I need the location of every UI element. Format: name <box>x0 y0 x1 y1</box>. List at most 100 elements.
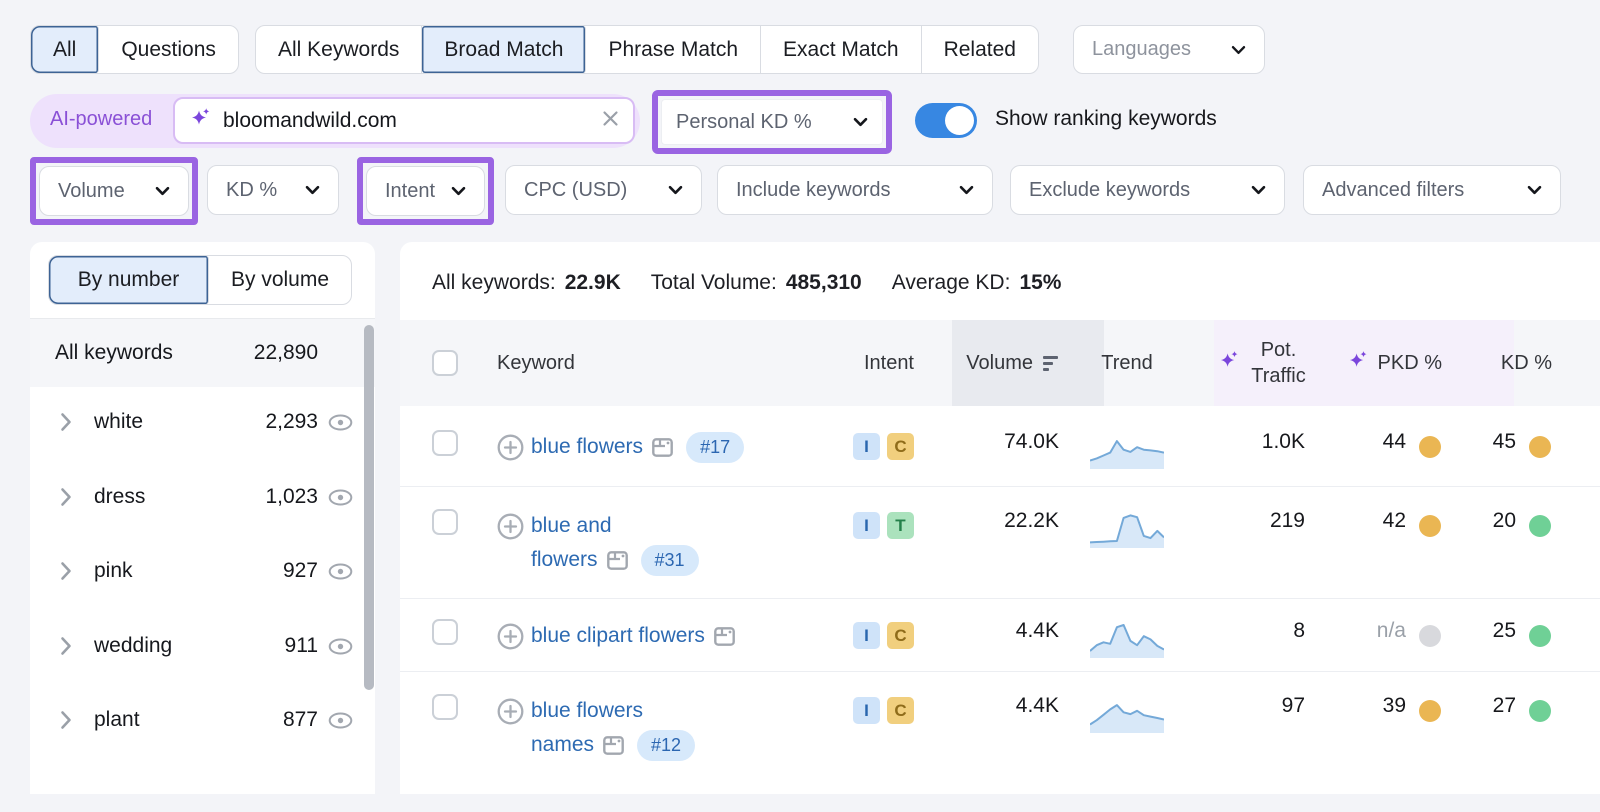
show-ranking-keywords-toggle[interactable] <box>915 103 977 138</box>
exclude-keywords-label: Exclude keywords <box>1029 178 1191 201</box>
group-label: pink <box>94 559 133 583</box>
exclude-keywords-dropdown[interactable]: Exclude keywords <box>1010 165 1285 215</box>
tab-broad-match[interactable]: Broad Match <box>422 26 587 73</box>
table-row: blue flowers #17 <box>400 406 1600 487</box>
kd-filter-dropdown[interactable]: KD % <box>207 165 339 215</box>
eye-icon[interactable] <box>328 563 353 580</box>
sort-descending-icon[interactable] <box>1043 355 1058 371</box>
row-checkbox[interactable] <box>432 694 458 720</box>
chevron-right-icon[interactable] <box>60 636 72 656</box>
pot-traffic-cell: 8 <box>1293 619 1305 642</box>
sidebar-group-item[interactable]: plant 877 <box>30 683 375 758</box>
match-type-tab-group: All Keywords Broad Match Phrase Match Ex… <box>255 25 1039 74</box>
stat-all-keywords: All keywords: 22.9K <box>432 270 621 294</box>
sidebar-group-item[interactable]: wedding 911 <box>30 609 375 684</box>
volume-cell: 4.4K <box>1015 619 1059 642</box>
eye-icon[interactable] <box>328 489 353 506</box>
keyword-link-line2[interactable]: names <box>531 733 595 756</box>
volume-column-band <box>952 320 1104 406</box>
trend-sparkline <box>1090 704 1164 733</box>
sidebar-all-keywords-row[interactable]: All keywords 22,890 <box>30 318 375 387</box>
intent-badge-C: C <box>887 433 914 460</box>
volume-filter-dropdown[interactable]: Volume <box>39 166 189 216</box>
chevron-down-icon <box>1231 45 1246 55</box>
eye-icon[interactable] <box>328 638 353 655</box>
chevron-down-icon <box>853 117 868 127</box>
keyword-groups-sidebar: By number By volume All keywords 22,890 … <box>30 242 375 794</box>
intent-badge-I: I <box>853 512 880 539</box>
serp-features-icon[interactable] <box>714 626 735 646</box>
header-keyword: Keyword <box>497 351 575 374</box>
languages-dropdown[interactable]: Languages <box>1073 25 1265 74</box>
cpc-filter-dropdown[interactable]: CPC (USD) <box>505 165 702 215</box>
clear-search-icon[interactable] <box>602 110 619 132</box>
chevron-right-icon[interactable] <box>60 487 72 507</box>
plus-circle-icon[interactable] <box>497 513 524 540</box>
summary-stats-bar: All keywords: 22.9K Total Volume: 485,310 … <box>432 255 1061 310</box>
tab-questions[interactable]: Questions <box>121 37 216 61</box>
toggle-knob <box>945 106 974 135</box>
sidebar-group-item[interactable]: white 2,293 <box>30 385 375 460</box>
plus-circle-icon[interactable] <box>497 698 524 725</box>
intent-filter-label: Intent <box>385 179 436 202</box>
tab-related[interactable]: Related <box>943 37 1016 61</box>
pkd-dot <box>1419 436 1441 458</box>
tab-exact-match[interactable]: Exact Match <box>761 26 922 73</box>
search-input[interactable]: bloomandwild.com <box>173 97 635 144</box>
sidebar-scrollbar[interactable] <box>364 325 374 690</box>
result-type-tab-group: All Questions <box>30 25 239 74</box>
tab-phrase-match[interactable]: Phrase Match <box>586 26 762 73</box>
show-ranking-keywords-label: Show ranking keywords <box>995 107 1217 130</box>
trend-cell <box>1072 487 1182 598</box>
keyword-link-line2[interactable]: flowers <box>531 548 598 571</box>
tab-all-keywords[interactable]: All Keywords <box>256 26 423 73</box>
sparkle-icon <box>1218 349 1241 378</box>
serp-features-icon[interactable] <box>652 437 673 457</box>
header-volume[interactable]: Volume <box>920 320 1072 406</box>
chevron-down-icon <box>1527 185 1542 195</box>
tab-all[interactable]: All <box>31 26 100 73</box>
chevron-right-icon[interactable] <box>60 561 72 581</box>
intent-badge-I: I <box>853 622 880 649</box>
keyword-link[interactable]: blue flowers <box>531 435 644 458</box>
include-keywords-dropdown[interactable]: Include keywords <box>717 165 993 215</box>
advanced-filters-dropdown[interactable]: Advanced filters <box>1303 165 1561 215</box>
chevron-down-icon <box>959 185 974 195</box>
kd-cell: 45 <box>1482 406 1600 486</box>
sidebar-group-item[interactable]: dress 1,023 <box>30 460 375 535</box>
serp-features-icon[interactable] <box>603 735 624 755</box>
all-keywords-label: All keywords <box>55 341 173 364</box>
chevron-right-icon[interactable] <box>60 412 72 432</box>
pot-traffic-cell: 219 <box>1269 509 1305 532</box>
select-all-checkbox[interactable] <box>432 350 458 376</box>
row-checkbox[interactable] <box>432 619 458 645</box>
tab-by-volume[interactable]: By volume <box>230 268 330 291</box>
plus-circle-icon[interactable] <box>497 623 524 650</box>
serp-features-icon[interactable] <box>606 550 628 570</box>
keyword-link[interactable]: blue and <box>531 514 612 537</box>
group-label: wedding <box>94 633 173 657</box>
pot-traffic-cell: 1.0K <box>1261 430 1305 453</box>
kd-dot <box>1529 436 1551 458</box>
volume-filter-annotation-box: Volume <box>30 157 198 225</box>
keyword-link[interactable]: blue flowers <box>531 699 644 722</box>
intent-filter-dropdown[interactable]: Intent <box>366 166 485 216</box>
personal-kd-dropdown[interactable]: Personal KD % <box>661 99 883 145</box>
keyword-link[interactable]: blue clipart flowers <box>531 624 705 647</box>
row-checkbox[interactable] <box>432 509 458 535</box>
chevron-right-icon[interactable] <box>60 710 72 730</box>
row-checkbox[interactable] <box>432 430 458 456</box>
trend-cell <box>1072 672 1182 812</box>
tab-by-number[interactable]: By number <box>49 256 209 304</box>
eye-icon[interactable] <box>328 712 353 729</box>
trend-sparkline <box>1090 440 1164 469</box>
sidebar-group-list: white 2,293 dress 1,023 pink 927 wedding… <box>30 385 375 758</box>
kd-cell: 20 <box>1482 487 1600 598</box>
sidebar-group-item[interactable]: pink 927 <box>30 534 375 609</box>
eye-icon[interactable] <box>328 414 353 431</box>
plus-circle-icon[interactable] <box>497 434 524 461</box>
intent-badge-T: T <box>887 512 914 539</box>
all-keywords-count: 22,890 <box>253 341 318 364</box>
kd-dot <box>1529 700 1551 722</box>
